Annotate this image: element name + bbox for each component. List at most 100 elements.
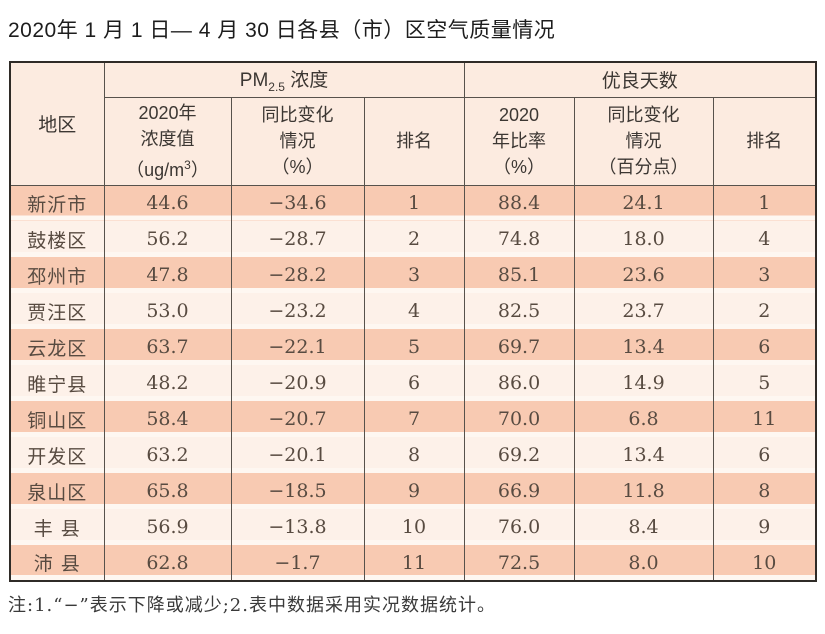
value-cell: 23.7 bbox=[573, 293, 714, 329]
value-cell: 58.4 bbox=[103, 401, 232, 437]
table-row: 丰 县 56.9 −13.8 10 76.0 8.4 9 bbox=[9, 509, 817, 545]
value-cell: −23.2 bbox=[230, 293, 365, 329]
value-cell: 9 bbox=[712, 509, 817, 545]
header-region: 地区 bbox=[9, 61, 105, 186]
table-row: 睢宁县 48.2 −20.9 6 86.0 14.9 5 bbox=[9, 365, 817, 401]
header-pm-value-line1: 2020年 bbox=[138, 102, 197, 123]
value-cell: −22.1 bbox=[230, 329, 365, 365]
value-cell: 56.2 bbox=[103, 221, 232, 257]
value-cell: 11 bbox=[363, 545, 465, 581]
header-pm-change: 同比变化 情况 （%） bbox=[230, 96, 365, 186]
pm-unit-suffix: ） bbox=[190, 159, 209, 180]
region-cell: 铜山区 bbox=[9, 401, 105, 437]
value-cell: 48.2 bbox=[103, 365, 232, 401]
value-cell: 85.1 bbox=[463, 257, 575, 293]
value-cell: 86.0 bbox=[463, 365, 575, 401]
value-cell: 8.4 bbox=[573, 509, 714, 545]
value-cell: 4 bbox=[363, 293, 465, 329]
pm25-subscript: 2.5 bbox=[268, 80, 285, 95]
value-cell: 63.7 bbox=[103, 329, 232, 365]
header-group-pm25: PM2.5 浓度 bbox=[103, 61, 465, 98]
value-cell: −1.7 bbox=[230, 545, 365, 581]
header-ratio-rank: 排名 bbox=[712, 96, 817, 186]
region-cell: 沛 县 bbox=[9, 545, 105, 581]
header-pm-value-line3: （ug/m3） bbox=[105, 152, 231, 183]
pm-unit-superscript: 3 bbox=[184, 157, 191, 172]
value-cell: 7 bbox=[363, 401, 465, 437]
value-cell: 2 bbox=[363, 221, 465, 257]
value-cell: 66.9 bbox=[463, 473, 575, 509]
table-row: 沛 县 62.8 −1.7 11 72.5 8.0 10 bbox=[9, 545, 817, 581]
value-cell: 5 bbox=[363, 329, 465, 365]
value-cell: 62.8 bbox=[103, 545, 232, 581]
header-pm-rank: 排名 bbox=[363, 96, 465, 186]
value-cell: 47.8 bbox=[103, 257, 232, 293]
value-cell: 1 bbox=[363, 185, 465, 221]
table-row: 贾汪区 53.0 −23.2 4 82.5 23.7 2 bbox=[9, 293, 817, 329]
table-row: 邳州市 47.8 −28.2 3 85.1 23.6 3 bbox=[9, 257, 817, 293]
value-cell: 6 bbox=[363, 365, 465, 401]
value-cell: 69.7 bbox=[463, 329, 575, 365]
pm-unit-prefix: （ug/m bbox=[126, 159, 185, 180]
page: 2020年 1 月 1 日— 4 月 30 日各县（市）区空气质量情况 地区 P… bbox=[0, 14, 825, 617]
header-sub-row: 2020年 浓度值 （ug/m3） 同比变化 情况 （%） 排名 2020 年比… bbox=[10, 96, 817, 186]
value-cell: 63.2 bbox=[103, 437, 232, 473]
header-ratio: 2020 年比率 （%） bbox=[463, 96, 575, 186]
table-row: 铜山区 58.4 −20.7 7 70.0 6.8 11 bbox=[9, 401, 817, 437]
value-cell: −18.5 bbox=[230, 473, 365, 509]
header-pm-change-line2: 情况 bbox=[279, 131, 316, 151]
value-cell: −34.6 bbox=[230, 185, 365, 221]
value-cell: −20.9 bbox=[230, 365, 365, 401]
table-row: 新沂市 44.6 −34.6 1 88.4 24.1 1 bbox=[9, 185, 817, 221]
header-ratio-change-line1: 同比变化 bbox=[607, 105, 680, 125]
value-cell: 2 bbox=[712, 293, 817, 329]
value-cell: 76.0 bbox=[463, 509, 575, 545]
table-row: 云龙区 63.7 −22.1 5 69.7 13.4 6 bbox=[9, 329, 817, 365]
region-cell: 睢宁县 bbox=[9, 365, 105, 401]
value-cell: 6 bbox=[712, 437, 817, 473]
value-cell: −28.7 bbox=[230, 221, 365, 257]
value-cell: 56.9 bbox=[103, 509, 232, 545]
pm25-prefix: PM bbox=[239, 70, 269, 92]
value-cell: 3 bbox=[363, 257, 465, 293]
value-cell: 53.0 bbox=[103, 293, 232, 329]
value-cell: 24.1 bbox=[573, 185, 714, 221]
footnote: 注:1.“−”表示下降或减少;2.表中数据采用实况数据统计。 bbox=[8, 595, 496, 616]
value-cell: −28.2 bbox=[230, 257, 365, 293]
value-cell: 44.6 bbox=[103, 185, 232, 221]
header-ratio-change: 同比变化 情况 （百分点） bbox=[573, 96, 714, 186]
table-row: 泉山区 65.8 −18.5 9 66.9 11.8 8 bbox=[9, 473, 817, 509]
region-cell: 贾汪区 bbox=[9, 293, 105, 329]
region-cell: 丰 县 bbox=[9, 509, 105, 545]
pm25-suffix: 浓度 bbox=[284, 70, 329, 92]
region-cell: 泉山区 bbox=[9, 473, 105, 509]
value-cell: 8 bbox=[363, 437, 465, 473]
value-cell: 10 bbox=[363, 509, 465, 545]
value-cell: 13.4 bbox=[573, 437, 714, 473]
value-cell: 4 bbox=[712, 221, 817, 257]
value-cell: 8 bbox=[712, 473, 817, 509]
header-pm-change-line1: 同比变化 bbox=[261, 105, 334, 125]
value-cell: 6 bbox=[712, 329, 817, 365]
region-cell: 邳州市 bbox=[9, 257, 105, 293]
region-cell: 开发区 bbox=[9, 437, 105, 473]
value-cell: 14.9 bbox=[573, 365, 714, 401]
header-ratio-change-line3: （百分点） bbox=[598, 157, 689, 177]
header-ratio-line3: （%） bbox=[493, 157, 546, 177]
value-cell: 3 bbox=[712, 257, 817, 293]
value-cell: 6.8 bbox=[573, 401, 714, 437]
value-cell: 18.0 bbox=[573, 221, 714, 257]
table-body: 新沂市 44.6 −34.6 1 88.4 24.1 1 鼓楼区 56.2 −28.7 2 74.8 1… bbox=[9, 185, 817, 581]
value-cell: 1 bbox=[712, 185, 817, 221]
header-group-good-days: 优良天数 bbox=[463, 61, 817, 98]
value-cell: 72.5 bbox=[463, 545, 575, 581]
value-cell: 65.8 bbox=[103, 473, 232, 509]
header-pm-value-line2: 浓度值 bbox=[140, 128, 195, 149]
value-cell: −20.7 bbox=[230, 401, 365, 437]
value-cell: 88.4 bbox=[463, 185, 575, 221]
value-cell: 11 bbox=[712, 401, 817, 437]
region-cell: 新沂市 bbox=[9, 185, 105, 221]
region-cell: 鼓楼区 bbox=[9, 221, 105, 257]
header-pm-change-line3: （%） bbox=[271, 157, 324, 177]
table-row: 开发区 63.2 −20.1 8 69.2 13.4 6 bbox=[9, 437, 817, 473]
